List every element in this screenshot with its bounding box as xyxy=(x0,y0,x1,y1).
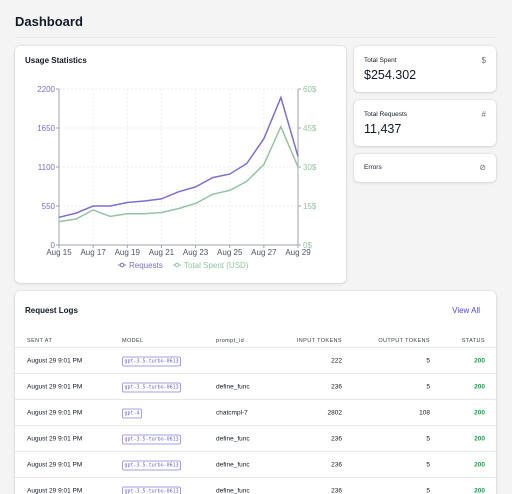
view-all-link[interactable]: View All xyxy=(452,306,480,315)
col-prompt-id[interactable]: prompt_id xyxy=(216,338,245,344)
errors-label: Errors xyxy=(364,164,382,171)
model-badge: gpt-3.5-turbo-0613 xyxy=(122,460,182,470)
row-output-tokens: 5 xyxy=(426,461,430,468)
x-tick-label: Aug 17 xyxy=(80,248,106,257)
page-title: Dashboard xyxy=(15,14,83,29)
col-model[interactable]: MODEL xyxy=(122,338,144,344)
usage-chart: 0 550 1100 1650 2200 0$ 15$ 30$ 45$ 60$ Aug 15 Aug … xyxy=(37,85,317,270)
total-spent-card: Total Spent $254.302 $ xyxy=(354,46,496,92)
table-header: SENT AT MODEL prompt_id INPUT TOKENS OUT… xyxy=(15,335,496,345)
total-spent-series-line xyxy=(58,124,299,223)
row-input-tokens: 236 xyxy=(331,383,342,390)
row-output-tokens: 5 xyxy=(426,435,430,442)
legend-marker xyxy=(119,262,125,268)
y-right-tick-label: 45$ xyxy=(303,124,317,133)
row-output-tokens: 5 xyxy=(426,487,430,494)
row-sent-at: August 29 9:01 PM xyxy=(27,487,83,494)
y-left-tick-label: 0 xyxy=(51,241,56,250)
row-status: 200 xyxy=(474,357,485,364)
row-status: 200 xyxy=(474,461,485,468)
title-divider xyxy=(15,37,497,38)
dollar-icon: $ xyxy=(481,56,486,65)
x-tick-label: Aug 21 xyxy=(149,248,175,257)
total-spent-value: $254.302 xyxy=(364,68,417,82)
legend-label: Requests xyxy=(129,261,163,270)
y-left-tick-label: 1100 xyxy=(38,163,56,172)
row-sent-at: August 29 9:01 PM xyxy=(27,383,83,390)
model-badge: gpt-4 xyxy=(122,408,143,418)
row-output-tokens: 5 xyxy=(426,357,430,364)
row-model: gpt-3.5-turbo-0613 xyxy=(122,356,182,366)
row-status: 200 xyxy=(474,487,485,494)
row-model: gpt-4 xyxy=(122,408,143,418)
row-prompt-id: chatcmpl-7 xyxy=(216,409,248,416)
row-input-tokens: 222 xyxy=(331,357,342,364)
total-requests-label: Total Requests xyxy=(364,111,407,118)
usage-statistics-card: Usage Statistics 0 550 1100 1650 2200 0$ 15$ 30… xyxy=(15,46,346,283)
table-row[interactable]: August 29 9:01 PM gpt-4 chatcmpl-7 2802 108 2… xyxy=(15,399,496,425)
row-status: 200 xyxy=(474,435,485,442)
col-sent-at[interactable]: SENT AT xyxy=(27,338,53,344)
table-row[interactable]: August 29 9:01 PM gpt-3.5-turbo-0613 defin… xyxy=(15,451,496,477)
x-tick-label: Aug 27 xyxy=(251,248,277,257)
total-spent-label: Total Spent xyxy=(364,57,397,64)
hash-icon: # xyxy=(481,110,486,119)
request-logs-title: Request Logs xyxy=(25,306,78,315)
row-sent-at: August 29 9:01 PM xyxy=(27,409,83,416)
row-status: 200 xyxy=(474,409,485,416)
x-tick-label: Aug 19 xyxy=(115,248,141,257)
y-right-tick-label: 30$ xyxy=(303,163,317,172)
row-input-tokens: 2802 xyxy=(327,409,342,416)
table-row[interactable]: August 29 9:01 PM gpt-3.5-turbo-0613 222 5 2… xyxy=(15,347,496,373)
model-badge: gpt-3.5-turbo-0613 xyxy=(122,486,182,494)
y-left-tick-label: 1650 xyxy=(37,124,55,133)
request-logs-card: Request Logs View All SENT AT MODEL prom… xyxy=(15,291,496,494)
row-model: gpt-3.5-turbo-0613 xyxy=(122,382,182,392)
requests-series-line xyxy=(58,95,299,219)
col-output-tokens[interactable]: OUTPUT TOKENS xyxy=(378,338,430,344)
row-input-tokens: 236 xyxy=(331,487,342,494)
y-left-tick-label: 550 xyxy=(42,202,56,211)
legend-label: Total Spent (USD) xyxy=(184,261,249,270)
row-prompt-id: define_func xyxy=(216,383,250,390)
total-requests-card: Total Requests 11,437 # xyxy=(354,100,496,146)
row-input-tokens: 236 xyxy=(331,435,342,442)
table-row[interactable]: August 29 9:01 PM gpt-3.5-turbo-0613 defin… xyxy=(15,425,496,451)
col-input-tokens[interactable]: INPUT TOKENS xyxy=(296,338,342,344)
row-sent-at: August 29 9:01 PM xyxy=(27,357,83,364)
row-status: 200 xyxy=(474,383,485,390)
errors-card: Errors ⊘ xyxy=(354,154,496,182)
x-tick-label: Aug 25 xyxy=(217,248,243,257)
row-prompt-id: define_func xyxy=(216,435,250,442)
row-input-tokens: 236 xyxy=(331,461,342,468)
row-prompt-id: define_func xyxy=(216,461,250,468)
row-output-tokens: 5 xyxy=(426,383,430,390)
y-right-tick-label: 0$ xyxy=(303,241,312,250)
table-row[interactable]: August 29 9:01 PM gpt-3.5-turbo-0613 defin… xyxy=(15,373,496,399)
x-tick-label: Aug 23 xyxy=(183,248,209,257)
row-model: gpt-3.5-turbo-0613 xyxy=(122,460,182,470)
y-left-tick-label: 2200 xyxy=(37,85,55,94)
table-row[interactable]: August 29 9:01 PM gpt-3.5-turbo-0613 defin… xyxy=(15,477,496,494)
ban-icon: ⊘ xyxy=(479,163,486,172)
model-badge: gpt-3.5-turbo-0613 xyxy=(122,434,182,444)
y-right-tick-label: 60$ xyxy=(303,85,317,94)
col-status[interactable]: STATUS xyxy=(461,338,485,344)
row-model: gpt-3.5-turbo-0613 xyxy=(122,434,182,444)
y-right-tick-label: 15$ xyxy=(303,202,317,211)
row-sent-at: August 29 9:01 PM xyxy=(27,461,83,468)
model-badge: gpt-3.5-turbo-0613 xyxy=(122,356,182,366)
x-tick-label: Aug 29 xyxy=(285,248,311,257)
row-prompt-id: define_func xyxy=(216,487,250,494)
x-tick-label: Aug 15 xyxy=(46,248,72,257)
row-output-tokens: 108 xyxy=(419,409,430,416)
row-sent-at: August 29 9:01 PM xyxy=(27,435,83,442)
legend-marker xyxy=(174,262,180,268)
model-badge: gpt-3.5-turbo-0613 xyxy=(122,382,182,392)
usage-statistics-title: Usage Statistics xyxy=(25,56,87,65)
total-requests-value: 11,437 xyxy=(364,122,402,136)
row-model: gpt-3.5-turbo-0613 xyxy=(122,486,182,494)
